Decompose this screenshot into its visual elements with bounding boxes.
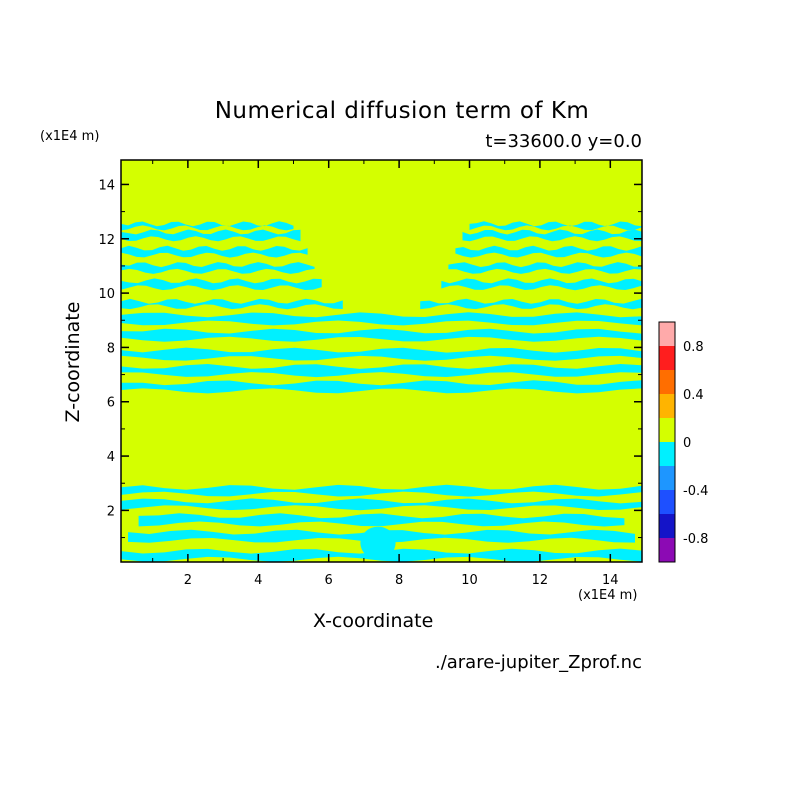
y-tick-label: 4 [107, 450, 115, 465]
y-tick-label: 10 [98, 287, 115, 302]
y-tick-label: 2 [107, 504, 115, 519]
negative-band [121, 278, 322, 291]
negative-band [448, 262, 642, 274]
negative-band [469, 221, 642, 231]
colorbar-tick-label: -0.4 [683, 484, 708, 499]
negative-band [121, 221, 294, 231]
colorbar-swatch [659, 346, 675, 370]
colorbar-tick-label: 0 [683, 436, 691, 451]
plot-area [121, 160, 642, 562]
colorbar-swatch [659, 442, 675, 466]
plot-frame [120, 159, 643, 563]
x-tick-label: 10 [461, 573, 478, 588]
colorbar-swatch [659, 514, 675, 538]
x-axis-label: X-coordinate [313, 610, 434, 632]
negative-band [121, 364, 642, 378]
colorbar-tick-label: -0.8 [683, 532, 708, 547]
y-tick-label: 8 [107, 341, 115, 356]
colorbar-swatch [659, 322, 675, 346]
y-axis-unit: (x1E4 m) [40, 129, 100, 144]
y-tick-label: 6 [107, 396, 115, 411]
y-tick-label: 12 [98, 233, 115, 248]
negative-band [121, 347, 642, 361]
source-file-label: ./arare-jupiter_Zprof.nc [434, 652, 642, 673]
x-tick-label: 4 [254, 573, 262, 588]
x-axis-unit: (x1E4 m) [578, 588, 638, 603]
colorbar-swatch [659, 466, 675, 490]
x-tick-label: 2 [184, 573, 192, 588]
colorbar-swatch [659, 490, 675, 514]
x-tick-label: 12 [532, 573, 549, 588]
chart-title: Numerical diffusion term of Km [214, 98, 590, 124]
colorbar-tick-label: 0.8 [683, 340, 704, 355]
colorbar-swatch [659, 370, 675, 394]
negative-plume [360, 526, 396, 560]
colorbar-tick-label: 0.4 [683, 388, 704, 403]
negative-band [462, 229, 642, 242]
x-tick-label: 14 [602, 573, 619, 588]
chart-subtitle: t=33600.0 y=0.0 [485, 131, 642, 152]
negative-band [420, 298, 642, 310]
colorbar-frame [658, 321, 676, 563]
negative-band [138, 513, 625, 527]
negative-band [121, 298, 343, 310]
x-tick-label: 6 [325, 573, 333, 588]
plot-axes: 2 4 6 8 10 12 14 2 4 6 8 10 12 14 [98, 159, 643, 588]
negative-band [121, 312, 642, 326]
colorbar-swatch [659, 394, 675, 418]
colorbar-swatch [659, 418, 675, 442]
negative-band [121, 245, 308, 258]
negative-band [121, 484, 642, 497]
negative-band [455, 245, 642, 258]
negative-band [441, 278, 642, 291]
negative-band [121, 262, 315, 274]
colorbar-swatch [659, 538, 675, 562]
negative-band [121, 498, 642, 511]
negative-band [121, 229, 301, 242]
y-tick-label: 14 [98, 178, 115, 193]
colorbar: -0.8 -0.4 0 0.4 0.8 [658, 321, 708, 563]
x-tick-label: 8 [395, 573, 403, 588]
negative-band [121, 328, 642, 342]
negative-band [121, 380, 642, 394]
